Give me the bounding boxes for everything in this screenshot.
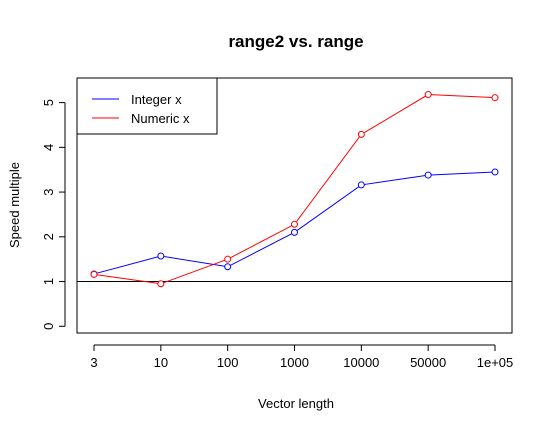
- data-point: [157, 280, 165, 288]
- y-tick-label: 2: [41, 233, 56, 240]
- data-point: [424, 91, 432, 99]
- x-tick-label: 10000: [343, 355, 379, 370]
- data-point: [357, 181, 365, 189]
- series-group: [90, 91, 499, 288]
- data-point: [491, 94, 499, 102]
- x-tick-label: 1e+05: [477, 355, 514, 370]
- data-point: [291, 228, 298, 236]
- chart-title: range2 vs. range: [228, 32, 363, 51]
- y-tick-label: 1: [41, 278, 56, 285]
- data-point: [90, 270, 98, 278]
- data-point: [424, 171, 432, 179]
- y-tick-label: 3: [41, 188, 56, 195]
- plot-area-frame: [76, 77, 513, 334]
- legend-label: Integer x: [131, 92, 182, 107]
- y-tick-label: 4: [41, 144, 56, 151]
- series-1: [90, 91, 499, 288]
- x-axis-label: Vector length: [258, 396, 334, 411]
- y-tick-label: 0: [41, 323, 56, 330]
- y-axis: 0 1 2 3 4 5: [41, 99, 66, 330]
- x-tick-label: 3: [90, 355, 97, 370]
- data-point: [357, 130, 365, 138]
- legend-label: Numeric x: [131, 111, 190, 126]
- y-axis-label: Speed multiple: [7, 162, 22, 248]
- data-point: [291, 220, 298, 228]
- data-point: [491, 168, 499, 176]
- x-tick-label: 50000: [410, 355, 446, 370]
- legend: Integer x Numeric x: [76, 77, 218, 135]
- data-point: [157, 252, 165, 260]
- y-tick-label: 5: [41, 99, 56, 106]
- x-tick-label: 10: [154, 355, 168, 370]
- data-point: [224, 255, 232, 263]
- x-tick-label: 1000: [280, 355, 309, 370]
- legend-box: [76, 77, 218, 135]
- x-axis: 3 10 100 1000 10000 50000 1e+05: [90, 344, 514, 370]
- series-0: [90, 168, 499, 278]
- x-tick-label: 100: [217, 355, 239, 370]
- data-point: [224, 263, 232, 271]
